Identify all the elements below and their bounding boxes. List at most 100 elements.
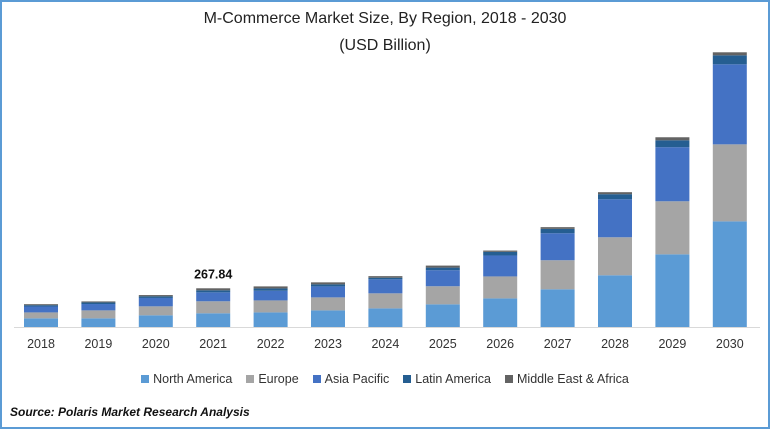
x-tick-label: 2030 [716,337,744,351]
bar-segment-middle-east-africa-2028 [598,192,632,195]
bar-segment-asia-pacific-2021 [196,292,231,302]
bar-segment-latin-america-2023 [311,284,345,287]
bar-segment-europe-2024 [368,293,403,309]
legend-label: Middle East & Africa [517,372,629,386]
bar-segment-europe-2021 [196,301,231,314]
x-tick-label: 2027 [544,337,572,351]
chart-title: M-Commerce Market Size, By Region, 2018 … [203,10,567,27]
bar-segment-latin-america-2026 [483,251,518,256]
x-tick-label: 2022 [257,337,285,351]
bar-segment-europe-2030 [712,144,747,222]
bar-segment-europe-2026 [483,276,518,299]
bar-segment-asia-pacific-2025 [425,270,460,287]
bar-segment-latin-america-2020 [138,296,173,298]
bar-segment-asia-pacific-2029 [655,147,690,202]
bar-segment-europe-2023 [311,297,345,311]
bar-segment-asia-pacific-2024 [368,279,403,294]
legend-swatch [246,375,255,383]
bar-segment-latin-america-2030 [712,55,747,65]
bar-segment-middle-east-africa-2021 [196,288,231,291]
bar-segment-middle-east-africa-2018 [24,304,58,306]
legend-item: Europe [246,372,299,386]
bar-segment-latin-america-2019 [81,302,116,305]
bar-segment-latin-america-2024 [368,277,403,280]
bar-segment-middle-east-africa-2020 [138,295,173,297]
bar-segment-latin-america-2025 [425,267,460,271]
bar-segment-north-america-2020 [138,315,173,327]
bar-segment-europe-2018 [24,312,58,319]
legend: North America Europe Asia Pacific Latin Ame… [2,372,768,386]
bar-segment-north-america-2028 [598,275,632,327]
x-tick-label: 2025 [429,337,457,351]
bar-segment-north-america-2018 [24,318,58,327]
bar-segment-north-america-2021 [196,313,231,327]
bar-segment-north-america-2025 [425,304,460,327]
chart-subtitle: (USD Billion) [339,37,431,54]
bar-segment-north-america-2019 [81,318,116,327]
bar-segment-north-america-2030 [712,221,747,327]
x-tick-label: 2028 [601,337,629,351]
bar-segment-europe-2028 [598,237,632,276]
bar-segment-asia-pacific-2022 [253,290,288,301]
legend-swatch [312,375,321,383]
bar-segment-europe-2019 [81,310,116,319]
bar-segment-latin-america-2021 [196,290,231,293]
x-tick-label: 2018 [27,337,55,351]
bar-segment-middle-east-africa-2019 [81,301,116,303]
bar-segment-asia-pacific-2020 [138,297,173,307]
legend-item: Middle East & Africa [505,372,629,386]
bar-segment-north-america-2023 [311,310,345,327]
bar-segment-europe-2029 [655,201,690,255]
bar-segment-middle-east-africa-2027 [540,227,575,229]
bar-segment-latin-america-2029 [655,140,690,148]
bar-segment-europe-2020 [138,306,173,316]
legend-label: Latin America [415,372,491,386]
legend-item: Asia Pacific [312,372,390,386]
legend-label: Asia Pacific [324,372,390,386]
legend-label: Europe [258,372,299,386]
x-tick-label: 2026 [486,337,514,351]
legend-item: North America [141,372,232,386]
bar-segment-north-america-2029 [655,254,690,327]
bar-segment-latin-america-2028 [598,194,632,200]
bar-segment-asia-pacific-2027 [540,233,575,261]
source-note: Source: Polaris Market Research Analysis [10,405,250,419]
bar-segment-asia-pacific-2030 [712,64,747,145]
x-tick-label: 2024 [371,337,399,351]
bar-segment-middle-east-africa-2029 [655,137,690,141]
bar-segment-north-america-2022 [253,312,288,327]
bar-segment-europe-2027 [540,260,575,290]
bar-segment-asia-pacific-2028 [598,199,632,238]
bar-segment-north-america-2024 [368,308,403,327]
bar-segment-latin-america-2018 [24,305,58,307]
bar-segment-north-america-2026 [483,298,518,327]
bar-segment-middle-east-africa-2023 [311,282,345,285]
bar-segment-asia-pacific-2019 [81,304,116,311]
bar-segment-asia-pacific-2018 [24,306,58,313]
bar-segment-europe-2022 [253,300,288,313]
bar-segment-middle-east-africa-2024 [368,276,403,278]
data-label: 267.84 [194,267,232,281]
x-tick-label: 2023 [314,337,342,351]
bar-segment-europe-2025 [425,286,460,305]
x-tick-label: 2019 [84,337,112,351]
bar-segment-middle-east-africa-2026 [483,250,518,252]
legend-swatch [141,375,150,383]
legend-swatch [403,375,412,383]
legend-item: Latin America [403,372,491,386]
legend-swatch [505,375,513,383]
bar-segment-north-america-2027 [540,289,575,327]
bar-segment-middle-east-africa-2030 [712,52,747,56]
x-tick-label: 2029 [658,337,686,351]
bar-segment-asia-pacific-2026 [483,255,518,277]
bar-segment-latin-america-2022 [253,288,288,291]
bar-segment-latin-america-2027 [540,228,575,234]
bar-segment-asia-pacific-2023 [311,286,345,298]
chart-plot: 2018 2019 2020 2021 267.84 2022 2023 2024 2025 20… [14,52,760,351]
bar-segment-middle-east-africa-2022 [253,286,288,289]
legend-label: North America [153,372,233,386]
x-tick-label: 2020 [142,337,170,351]
bar-segment-middle-east-africa-2025 [425,265,460,268]
x-tick-label: 2021 [199,337,227,351]
